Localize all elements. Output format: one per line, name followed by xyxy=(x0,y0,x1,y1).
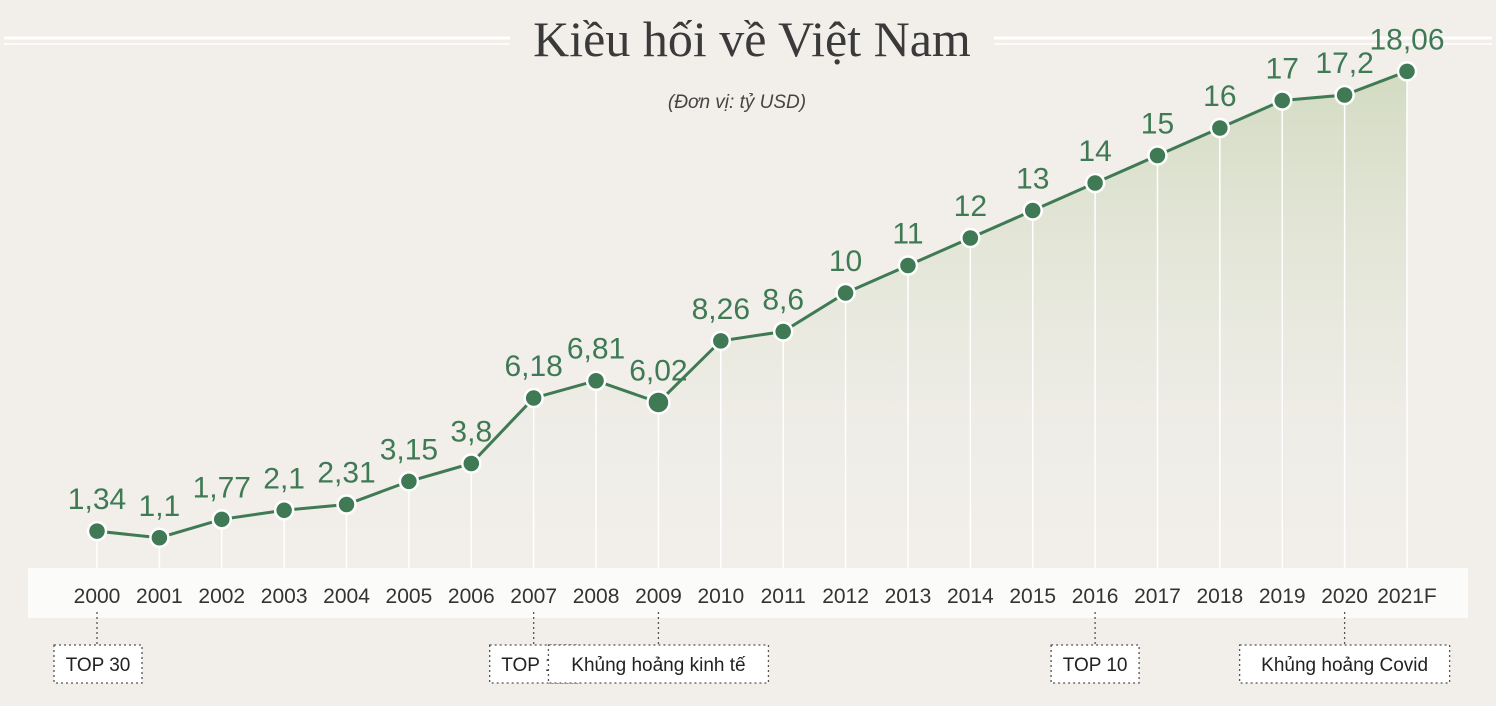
data-point xyxy=(835,282,856,304)
value-label: 18,06 xyxy=(1369,23,1444,56)
annotation: TOP 30 xyxy=(53,612,143,684)
data-point xyxy=(273,500,295,521)
value-label: 10 xyxy=(829,245,862,278)
x-tick-label: 2006 xyxy=(448,585,495,608)
value-label: 17 xyxy=(1266,53,1299,86)
x-tick-label: 2008 xyxy=(573,585,620,608)
data-point xyxy=(86,520,108,542)
x-tick-label: 2015 xyxy=(1009,585,1056,608)
annotation-box xyxy=(1050,644,1140,684)
data-point xyxy=(1209,117,1231,139)
x-tick-label: 2011 xyxy=(761,585,806,608)
value-label: 2,1 xyxy=(263,462,305,495)
x-tick-label: 2009 xyxy=(635,585,682,608)
x-tick-label: 2021F xyxy=(1377,585,1437,608)
data-point xyxy=(710,330,732,352)
annotation-label: Khủng hoảng kinh tế xyxy=(571,655,746,676)
x-tick-label: 2001 xyxy=(136,585,183,608)
data-point xyxy=(336,494,357,515)
x-tick-label: 2000 xyxy=(74,585,121,608)
x-tick-label: 2003 xyxy=(261,585,308,608)
x-tick-label: 2013 xyxy=(885,585,932,608)
annotation-box xyxy=(1238,644,1451,684)
x-tick-label: 2007 xyxy=(510,585,557,608)
value-label: 14 xyxy=(1078,135,1111,168)
data-point xyxy=(1022,200,1043,221)
data-point xyxy=(523,387,544,409)
x-tick-label: 2002 xyxy=(198,585,245,608)
value-labels: 1,34 1,1 1,77 2,1 2,313,15 3,8 6,186,816,028,2… xyxy=(68,23,1445,522)
value-label: 1,1 xyxy=(139,490,181,523)
value-label: 17,2 xyxy=(1315,47,1373,80)
x-tick-label: 2020 xyxy=(1321,585,1368,608)
data-point xyxy=(1271,90,1293,111)
annotations: TOP 30 TOP 15 Khủng hoảng kinh tế TOP 10 Khủ… xyxy=(53,612,1451,684)
data-point xyxy=(1084,172,1106,194)
data-points xyxy=(86,61,1418,548)
value-label: 16 xyxy=(1203,80,1236,113)
x-tick-label: 2005 xyxy=(386,585,433,608)
data-point xyxy=(772,321,794,342)
data-point xyxy=(897,255,919,276)
x-tick-label: 2004 xyxy=(323,585,370,608)
data-point xyxy=(461,453,482,474)
x-tick-label: 2019 xyxy=(1259,585,1306,608)
drop-lines xyxy=(96,71,1408,568)
x-tick-label: 2012 xyxy=(822,585,869,608)
x-axis-band xyxy=(28,568,1468,618)
data-point xyxy=(149,527,170,548)
data-point xyxy=(1147,145,1168,166)
data-point xyxy=(398,471,420,492)
chart-subtitle: (Đơn vị: tỷ USD) xyxy=(668,92,806,113)
value-label: 15 xyxy=(1141,108,1174,141)
annotation: TOP 10 xyxy=(1050,612,1140,684)
data-point xyxy=(1334,84,1355,106)
x-tick-label: 2017 xyxy=(1134,585,1181,608)
data-point xyxy=(646,390,671,415)
data-point xyxy=(960,227,981,249)
x-tick-label: 2016 xyxy=(1072,585,1119,608)
annotation-label: TOP 10 xyxy=(1063,655,1128,676)
value-label: 11 xyxy=(892,218,923,251)
annotation-label: Khủng hoảng Covid xyxy=(1261,655,1428,676)
annotation-label: TOP 30 xyxy=(66,655,131,676)
value-label: 6,18 xyxy=(504,350,562,383)
x-tick-label: 2018 xyxy=(1196,585,1243,608)
value-label: 6,02 xyxy=(629,354,687,387)
x-tick-labels: 2000 2001 2002 2003 2004 2005 2006 2007 2008 2009… xyxy=(74,585,1437,608)
value-label: 13 xyxy=(1016,163,1049,196)
data-point xyxy=(211,509,233,530)
value-label: 8,6 xyxy=(762,284,804,317)
series-line xyxy=(96,69,1408,540)
value-label: 8,26 xyxy=(692,293,750,326)
chart-title: Kiều hối về Việt Nam xyxy=(533,11,971,67)
data-point xyxy=(1396,61,1418,82)
annotation-box xyxy=(547,644,770,684)
value-label: 12 xyxy=(954,190,987,223)
data-point xyxy=(585,370,607,391)
annotation-box xyxy=(53,644,143,684)
area-fill xyxy=(97,71,1407,568)
value-label: 2,31 xyxy=(317,456,375,489)
value-label: 3,15 xyxy=(380,433,438,466)
value-label: 1,34 xyxy=(68,483,126,516)
x-tick-label: 2014 xyxy=(947,585,994,608)
value-label: 6,81 xyxy=(567,333,625,366)
x-tick-label: 2010 xyxy=(697,585,744,608)
annotation: Khủng hoảng kinh tế xyxy=(547,612,770,684)
value-label: 3,8 xyxy=(450,416,492,449)
annotation: Khủng hoảng Covid xyxy=(1238,612,1451,684)
value-label: 1,77 xyxy=(193,471,251,504)
